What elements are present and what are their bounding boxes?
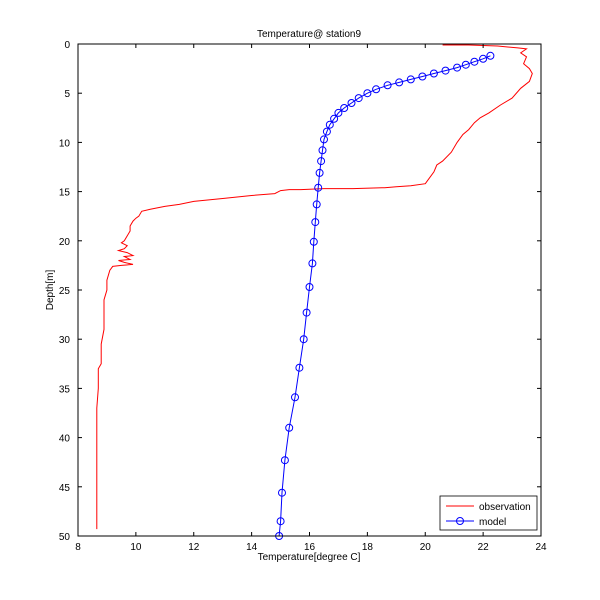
series-model-point — [395, 78, 404, 87]
series-model-point — [295, 363, 304, 372]
series-model-point — [318, 146, 327, 155]
series-model-point — [453, 63, 462, 72]
y-axis-title: Depth[m] — [45, 269, 56, 310]
series-model-point — [406, 75, 415, 84]
series-model-point — [479, 54, 488, 63]
series-layer — [96, 44, 533, 540]
x-tick-label: 10 — [130, 542, 142, 553]
series-model-point — [285, 423, 294, 432]
x-tick-label: 22 — [478, 542, 490, 553]
x-tick-label: 24 — [535, 542, 547, 553]
y-tick-label: 0 — [64, 40, 70, 51]
series-model-point — [418, 72, 427, 81]
series-model-point — [317, 157, 326, 166]
series-model-point — [363, 89, 372, 98]
series-model-point — [311, 218, 320, 227]
x-axis-title: Temperature[degree C] — [258, 552, 361, 563]
series-model-point — [280, 456, 289, 465]
series-model-point — [302, 308, 311, 317]
series-observation-line — [96, 44, 533, 530]
series-model-point — [314, 183, 323, 192]
series-model-point — [278, 488, 286, 497]
x-tick-label: 12 — [188, 542, 200, 553]
chart-title: Temperature@ station9 — [257, 29, 362, 40]
y-tick-label: 5 — [64, 89, 70, 100]
series-model-point — [309, 237, 318, 246]
y-tick-label: 15 — [59, 188, 71, 199]
x-tick-label: 18 — [362, 542, 374, 553]
x-tick-label: 14 — [246, 542, 258, 553]
series-model-point — [486, 51, 495, 60]
legend-box — [439, 495, 538, 531]
y-tick-label: 40 — [59, 434, 71, 445]
x-tick-label: 8 — [75, 542, 81, 553]
series-model-point — [299, 335, 308, 344]
series-model-point — [461, 60, 470, 69]
legend: observation model — [439, 495, 538, 531]
series-model-point — [372, 85, 381, 94]
y-tick-label: 50 — [59, 532, 71, 543]
series-model-point — [322, 127, 331, 136]
series-model-point — [308, 259, 317, 268]
y-tick-label: 20 — [59, 237, 71, 248]
y-tick-label: 10 — [59, 138, 71, 149]
series-model-point — [334, 108, 343, 117]
legend-model-label: model — [479, 517, 506, 528]
legend-observation-label: observation — [479, 502, 531, 513]
series-model-point — [320, 135, 328, 144]
series-model-point — [330, 114, 339, 123]
y-tick-label: 45 — [59, 483, 71, 494]
series-model-point — [354, 94, 363, 103]
series-model-point — [429, 69, 438, 78]
series-model-point — [470, 57, 479, 66]
series-model-point — [312, 200, 321, 209]
x-tick-label: 20 — [420, 542, 432, 553]
y-tick-label: 35 — [59, 384, 71, 395]
series-model-point — [276, 517, 285, 526]
series-model-point — [315, 168, 324, 177]
x-tick-label: 16 — [304, 542, 316, 553]
series-model-point — [340, 104, 349, 112]
series-model-point — [383, 81, 392, 90]
ticks-layer: 8 10 12 14 16 18 20 22 24 0 5 10 15 20 25 30 35 40 45 50 — [59, 40, 547, 553]
series-model-point — [325, 120, 334, 129]
y-tick-label: 30 — [59, 335, 71, 346]
series-model-point — [291, 393, 299, 402]
y-tick-label: 25 — [59, 286, 71, 297]
series-model-point — [441, 66, 450, 75]
legend-model-marker — [456, 517, 464, 525]
series-model-point — [305, 283, 314, 291]
series-model-point — [347, 99, 356, 107]
